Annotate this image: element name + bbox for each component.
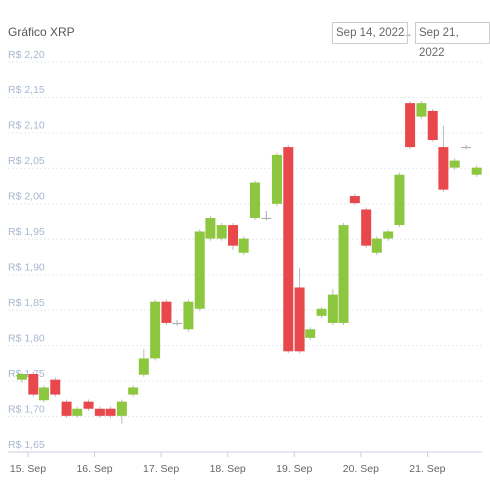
date-separator: → [401, 26, 413, 40]
candle-body [228, 225, 239, 246]
start-date[interactable]: Sep 14, 2022 [332, 22, 409, 44]
x-tick-label: 21. Sep [409, 463, 445, 475]
candle-body [394, 174, 405, 226]
candle-body [83, 401, 94, 409]
y-tick-label: R$ 2,05 [8, 155, 45, 167]
candle-body [316, 308, 327, 316]
x-tick-label: 16. Sep [76, 463, 112, 475]
x-tick-label: 20. Sep [343, 463, 379, 475]
x-tick-label: 15. Sep [10, 463, 46, 475]
candle-body [61, 401, 72, 416]
candle-body [405, 103, 416, 148]
y-tick-label: R$ 2,20 [8, 49, 45, 61]
candle-body [361, 209, 372, 246]
candle-body [105, 408, 116, 416]
candle-body [249, 182, 260, 218]
y-tick-label: R$ 2,00 [8, 191, 45, 203]
y-tick-label: R$ 2,15 [8, 84, 45, 96]
candle-body [283, 147, 294, 352]
candle-body [94, 408, 105, 416]
candle-body [128, 387, 139, 395]
candle-body [72, 408, 83, 416]
candle-body [172, 322, 183, 324]
candle-body [194, 231, 205, 309]
candle-body [183, 301, 194, 330]
candle-body [305, 329, 316, 338]
y-tick-label: R$ 1,95 [8, 226, 45, 238]
candle-body [38, 387, 49, 401]
candle-body [461, 147, 472, 149]
candle-body [349, 196, 360, 204]
candle-body [28, 374, 39, 395]
y-tick-label: R$ 1,65 [8, 439, 45, 451]
candle-body [471, 167, 482, 175]
y-tick-label: R$ 1,90 [8, 262, 45, 274]
y-tick-label: R$ 1,85 [8, 297, 45, 309]
candle-body [205, 218, 216, 239]
candle-body [261, 218, 272, 219]
candle-body [150, 301, 161, 359]
candle-body [449, 160, 460, 168]
candle-body [427, 110, 438, 140]
candle-body [271, 154, 282, 204]
candle-body [416, 103, 427, 117]
candle-body [238, 238, 249, 253]
candle-body [383, 231, 394, 239]
x-tick-label: 19. Sep [276, 463, 312, 475]
end-date[interactable]: Sep 21, 2022 [415, 22, 490, 59]
candle-body [16, 374, 27, 380]
candle-body [216, 225, 227, 239]
y-tick-label: R$ 2,10 [8, 120, 45, 132]
x-tick-label: 18. Sep [210, 463, 246, 475]
candle-body [50, 379, 61, 395]
candle-body [116, 401, 127, 416]
candle-body [438, 147, 449, 190]
candle-body [161, 301, 172, 323]
candle-body [371, 238, 382, 253]
x-tick-label: 17. Sep [143, 463, 179, 475]
candle-body [138, 358, 149, 375]
chart-title: Gráfico XRP [8, 25, 75, 39]
candle-body [294, 287, 305, 352]
candle-body [327, 294, 338, 323]
y-tick-label: R$ 1,70 [8, 403, 45, 415]
candle-body [338, 225, 349, 323]
y-tick-label: R$ 1,80 [8, 332, 45, 344]
